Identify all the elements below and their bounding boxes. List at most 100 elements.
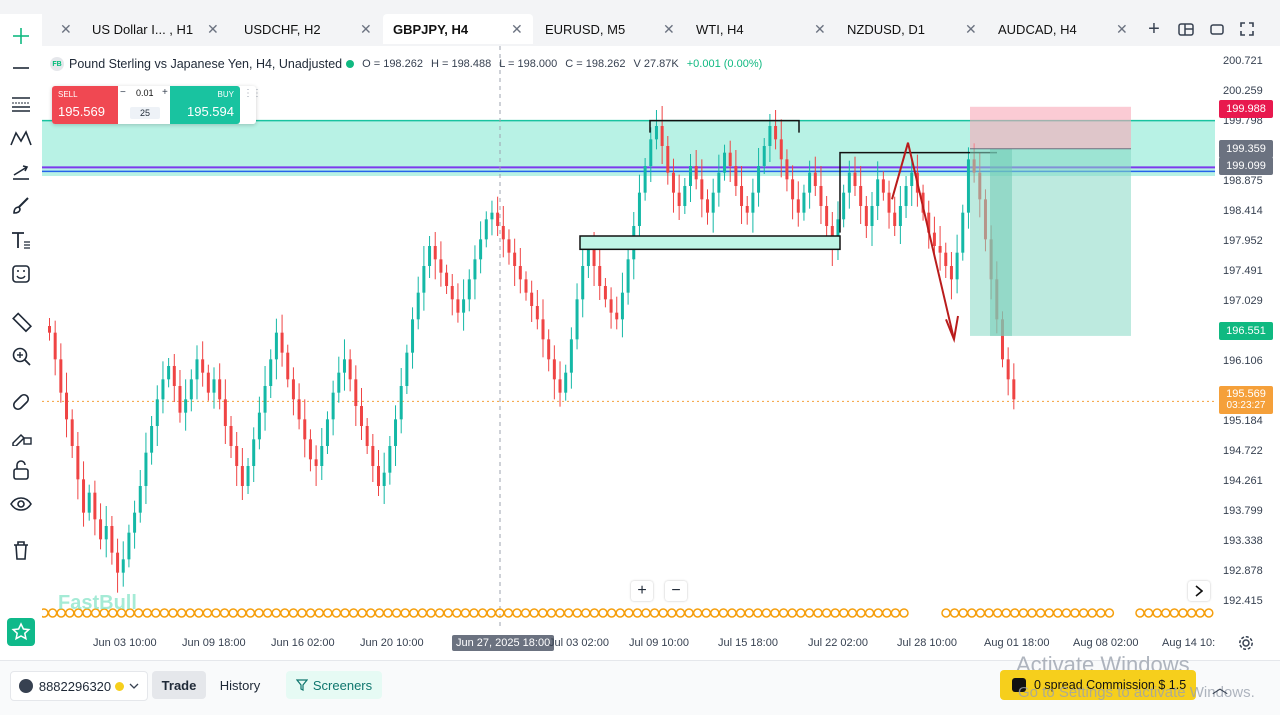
candle-body bbox=[757, 166, 761, 193]
screeners-button[interactable]: Screeners bbox=[286, 671, 382, 699]
time-axis[interactable]: Jun 03 10:00 Jun 09 18:00 Jun 16 02:00 J… bbox=[42, 630, 1272, 656]
candle-body bbox=[308, 439, 312, 460]
event-marker bbox=[796, 608, 806, 618]
filter-icon bbox=[295, 679, 308, 691]
event-marker bbox=[701, 608, 711, 618]
event-marker bbox=[821, 608, 832, 618]
close-icon[interactable]: ✕ bbox=[60, 20, 72, 37]
candle-body bbox=[932, 232, 936, 246]
drag-handle-icon[interactable]: ⋮⋮ bbox=[243, 88, 262, 99]
lot-size-input[interactable]: 0.01 bbox=[136, 88, 154, 98]
lot-decrease-button[interactable]: − bbox=[120, 87, 126, 98]
tab-usdchf[interactable]: USDCHF, H2 bbox=[232, 14, 383, 44]
candle-body bbox=[467, 279, 471, 300]
close-icon[interactable]: ✕ bbox=[1116, 20, 1128, 37]
tab-wti[interactable]: WTI, H4 ✕ bbox=[684, 14, 835, 44]
candle-body bbox=[110, 526, 114, 553]
candle-body bbox=[847, 172, 851, 193]
tab-trade[interactable]: Trade bbox=[152, 671, 206, 699]
candle-body bbox=[813, 172, 817, 186]
event-marker bbox=[615, 608, 625, 618]
candle-body bbox=[138, 486, 142, 513]
spread-value: 25 bbox=[130, 107, 160, 119]
eye-icon[interactable] bbox=[7, 490, 35, 518]
promo-banner[interactable]: 0 spread Commission $ 1.5 bbox=[1000, 670, 1196, 700]
collapse-icon[interactable]: ︿ bbox=[1212, 680, 1229, 697]
tab-audcad[interactable]: AUDCAD, H4 ✕ bbox=[986, 14, 1137, 44]
candle-body bbox=[513, 252, 517, 266]
settings-icon[interactable] bbox=[1238, 635, 1254, 656]
pattern-tool-icon[interactable] bbox=[7, 124, 35, 152]
candle-body bbox=[530, 292, 534, 306]
candle-body bbox=[723, 152, 727, 173]
line-tool-icon[interactable] bbox=[7, 54, 35, 82]
crosshair-icon[interactable] bbox=[7, 22, 35, 50]
candle-body bbox=[337, 372, 341, 393]
candle-body bbox=[439, 259, 443, 273]
add-tab-icon[interactable]: + bbox=[1148, 17, 1160, 40]
favorite-icon[interactable] bbox=[7, 618, 35, 646]
candle-body bbox=[643, 166, 647, 193]
event-marker bbox=[1044, 608, 1054, 618]
candle-body bbox=[683, 186, 687, 206]
tab-nzdusd[interactable]: NZDUSD, D1 ✕ bbox=[835, 14, 986, 44]
event-marker bbox=[873, 608, 883, 618]
event-marker bbox=[856, 608, 866, 618]
buy-button[interactable]: BUY 195.594 bbox=[170, 86, 240, 124]
event-marker bbox=[1135, 608, 1145, 618]
candle-body bbox=[620, 292, 624, 320]
event-marker bbox=[967, 608, 977, 618]
candle-body bbox=[195, 359, 199, 380]
event-marker bbox=[254, 608, 264, 618]
close-icon[interactable]: ✕ bbox=[360, 21, 372, 37]
account-selector[interactable]: 8882296320 bbox=[10, 671, 148, 701]
candle-body bbox=[819, 186, 823, 206]
price-axis[interactable]: 200.721 200.259 199.798 198.875 198.414 … bbox=[1215, 46, 1280, 626]
brush-icon[interactable] bbox=[7, 192, 35, 220]
tab-us-dollar-index[interactable]: ✕ US Dollar I... , H1 bbox=[44, 14, 232, 44]
sell-button[interactable]: SELL 195.569 bbox=[52, 86, 118, 124]
event-marker bbox=[598, 608, 608, 618]
candle-body bbox=[898, 206, 902, 226]
close-icon[interactable]: ✕ bbox=[965, 20, 977, 37]
candle-body bbox=[433, 246, 437, 260]
fib-tool-icon[interactable] bbox=[7, 90, 35, 118]
event-marker bbox=[288, 608, 299, 618]
projection-tool-icon[interactable] bbox=[7, 158, 35, 186]
price-chart[interactable] bbox=[42, 46, 1215, 626]
magnet-icon[interactable] bbox=[7, 388, 35, 416]
lock-drawing-icon[interactable] bbox=[7, 422, 35, 450]
lot-increase-button[interactable]: + bbox=[162, 87, 168, 98]
candle-body bbox=[666, 146, 670, 173]
close-icon[interactable]: ✕ bbox=[814, 20, 826, 37]
zoom-in-button[interactable]: + bbox=[631, 581, 653, 601]
event-marker bbox=[1087, 608, 1097, 618]
event-marker bbox=[667, 608, 677, 618]
event-marker bbox=[1169, 608, 1180, 618]
event-marker bbox=[1204, 608, 1214, 618]
close-icon[interactable]: ✕ bbox=[207, 21, 219, 37]
fullscreen-icon[interactable] bbox=[1234, 16, 1260, 42]
event-marker bbox=[1143, 608, 1154, 618]
window-icon[interactable] bbox=[1204, 16, 1230, 42]
zoom-icon[interactable] bbox=[7, 342, 35, 370]
scroll-right-button[interactable] bbox=[1188, 581, 1210, 601]
trash-icon[interactable] bbox=[7, 536, 35, 564]
tab-eurusd[interactable]: EURUSD, M5 ✕ bbox=[533, 14, 684, 44]
candle-body bbox=[303, 419, 307, 440]
close-icon[interactable]: ✕ bbox=[663, 20, 675, 37]
layout-icon[interactable] bbox=[1173, 16, 1199, 42]
candle-body bbox=[450, 286, 454, 300]
tab-history[interactable]: History bbox=[219, 677, 261, 693]
close-icon[interactable]: ✕ bbox=[511, 20, 523, 37]
event-marker bbox=[941, 608, 951, 618]
unlock-icon[interactable] bbox=[7, 456, 35, 484]
zoom-out-button[interactable]: − bbox=[665, 581, 687, 601]
support-box bbox=[579, 235, 841, 251]
ruler-icon[interactable] bbox=[7, 308, 35, 336]
event-marker bbox=[581, 608, 591, 618]
chart-area[interactable] bbox=[42, 46, 1215, 626]
emoji-icon[interactable] bbox=[7, 260, 35, 288]
text-tool-icon[interactable] bbox=[7, 226, 35, 254]
tab-gbpjpy[interactable]: GBPJPY, H4 ✕ bbox=[383, 14, 533, 44]
